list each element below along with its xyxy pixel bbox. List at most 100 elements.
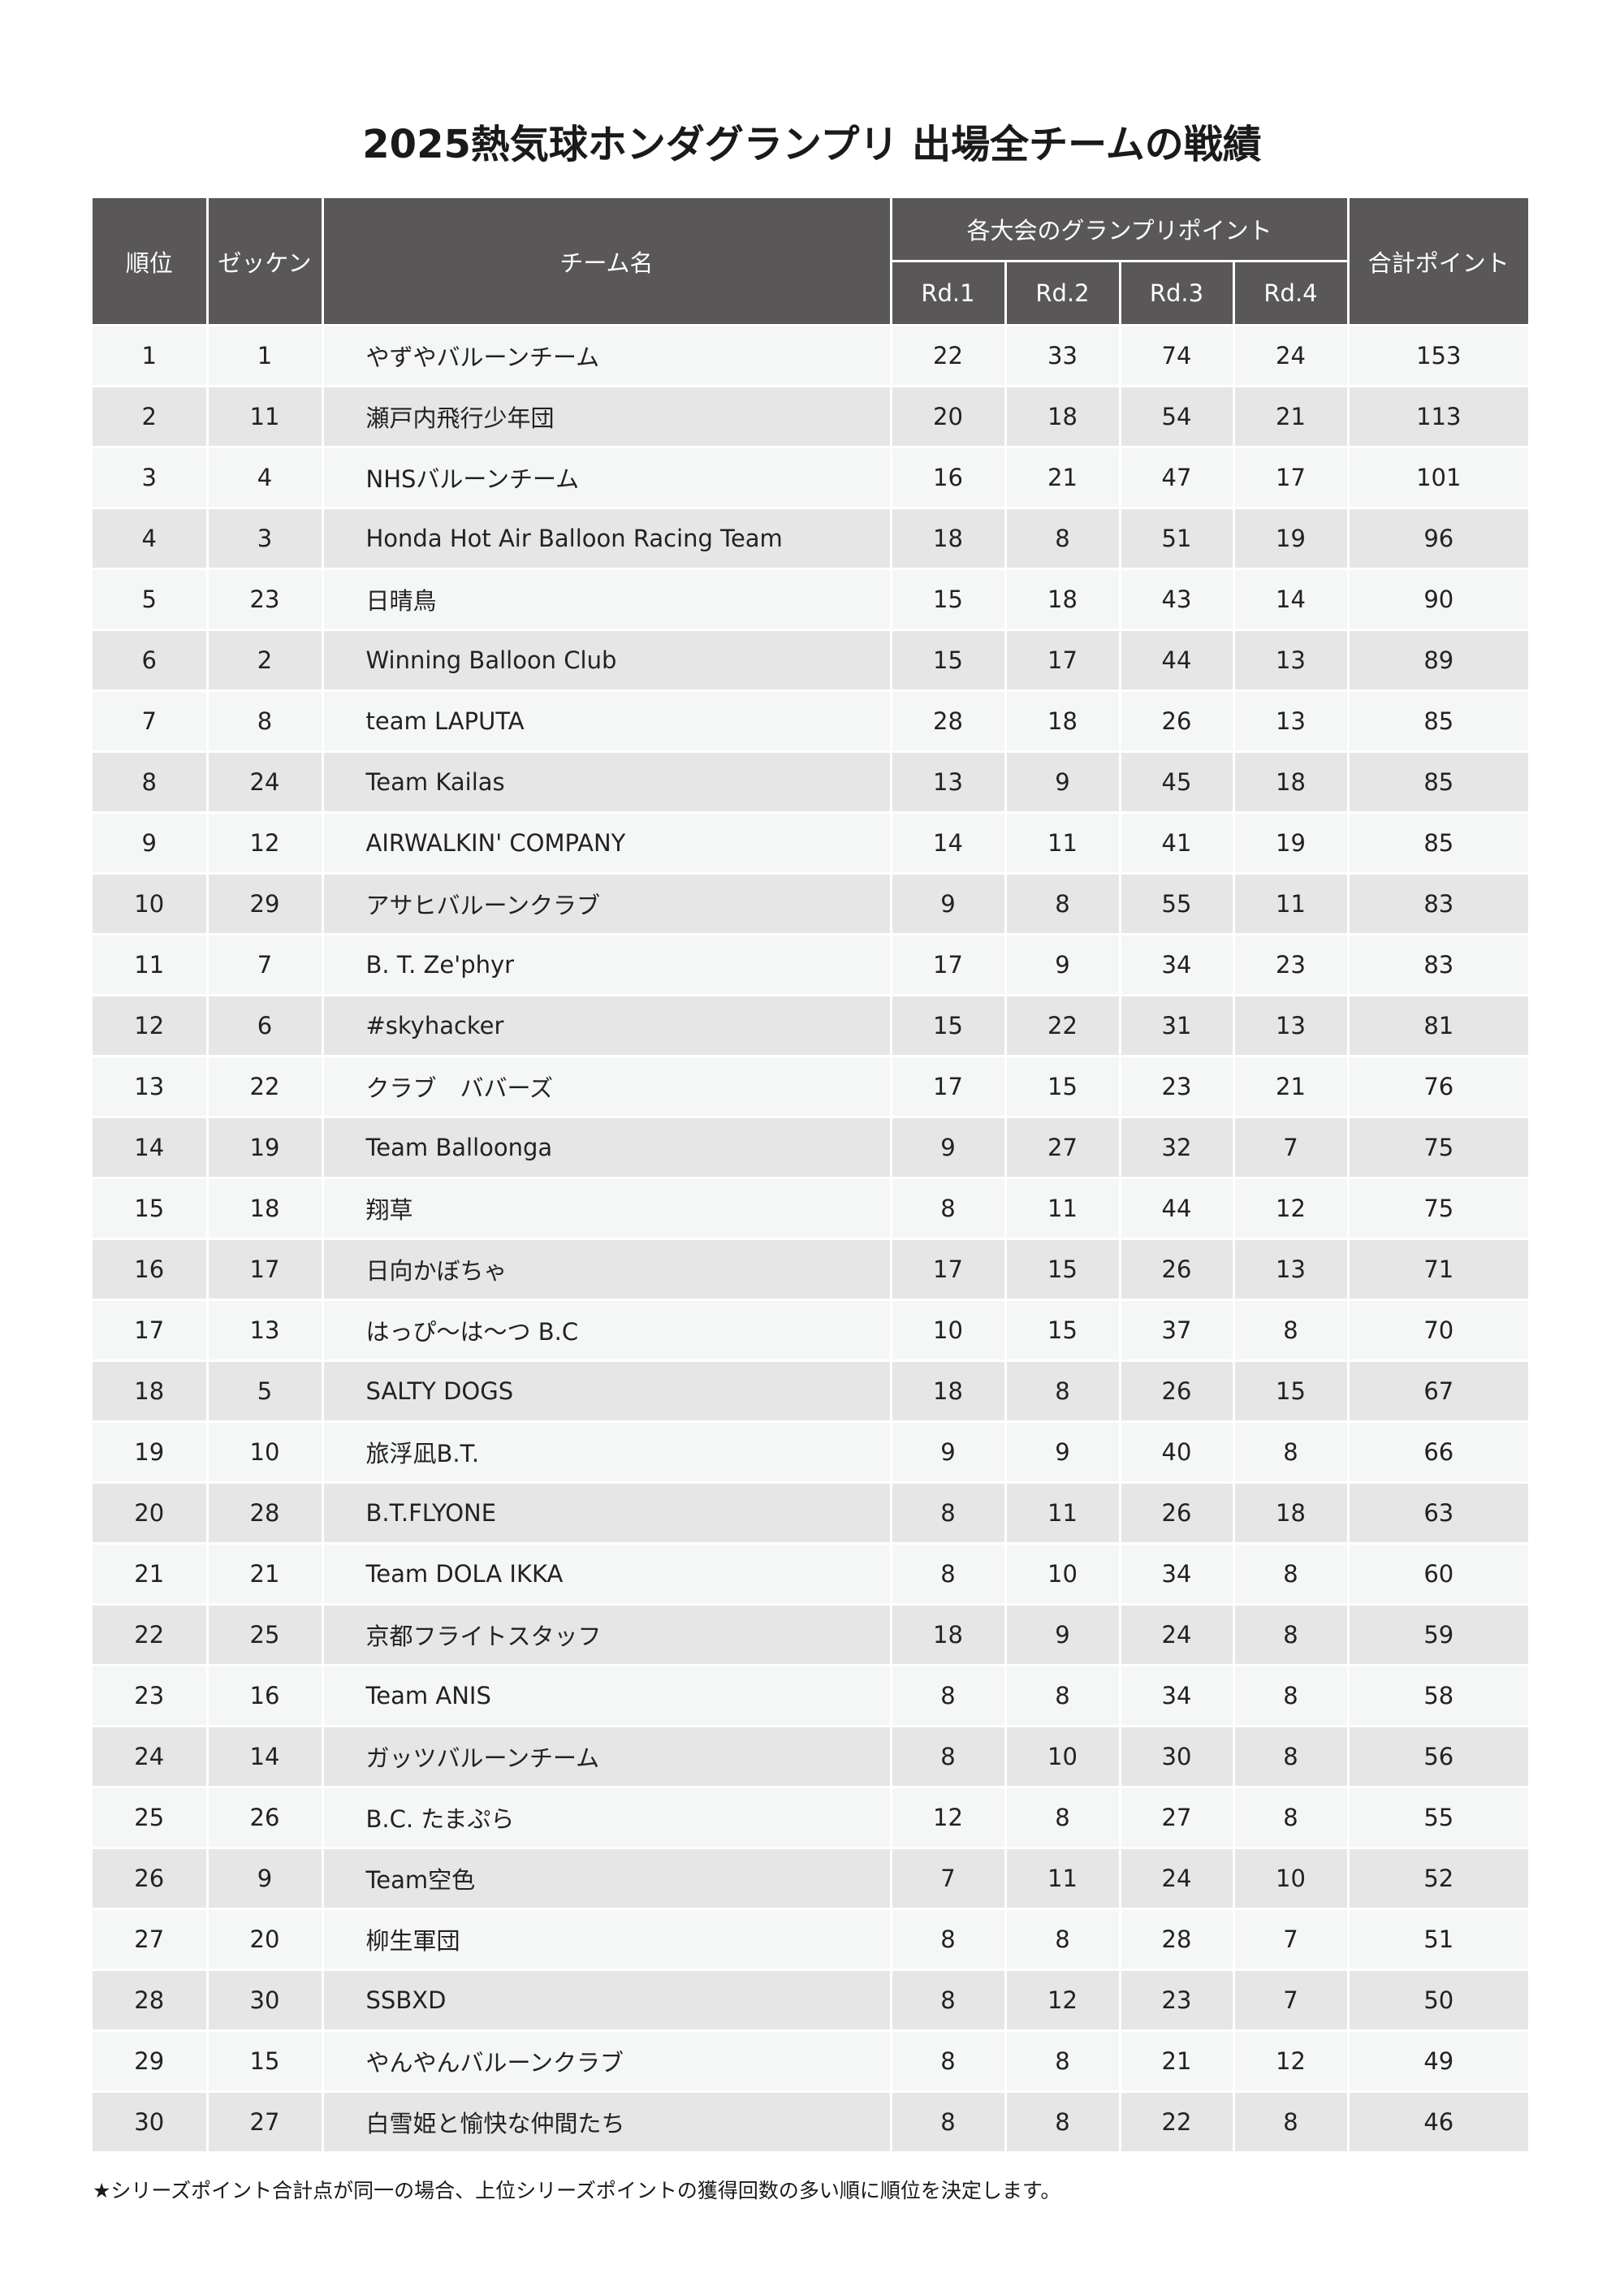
total-cell: 46: [1346, 2091, 1529, 2154]
bib-cell: 22: [205, 1056, 324, 1118]
rd1-cell: 13: [889, 751, 1007, 814]
rd2-cell: 18: [1004, 568, 1121, 631]
table-row: 2 11 瀬戸内飛行少年団 20 18 54 21 113: [93, 386, 1529, 448]
team-name-cell: 旅浮凪B.T.: [321, 1421, 892, 1484]
rd3-cell: 32: [1118, 1117, 1235, 1179]
rd4-cell: 7: [1232, 1908, 1350, 1971]
team-name-cell: ガッツバルーンチーム: [321, 1726, 892, 1788]
table-row: 16 17 日向かぼちゃ 17 15 26 13 71: [93, 1238, 1529, 1301]
rd4-cell: 8: [1232, 1726, 1350, 1788]
total-cell: 76: [1346, 1056, 1529, 1118]
rank-cell: 23: [93, 1665, 209, 1727]
total-cell: 51: [1346, 1908, 1529, 1971]
rd3-cell: 55: [1118, 873, 1235, 936]
table-row: 11 7 B. T. Ze'phyr 17 9 34 23 83: [93, 934, 1529, 996]
rd1-cell: 15: [889, 629, 1007, 692]
total-cell: 83: [1346, 934, 1529, 996]
rd2-cell: 11: [1004, 812, 1121, 875]
rd2-cell: 8: [1004, 508, 1121, 570]
rank-cell: 7: [93, 690, 209, 753]
rd1-cell: 15: [889, 568, 1007, 631]
rd1-cell: 8: [889, 2030, 1007, 2093]
total-cell: 83: [1346, 873, 1529, 936]
rd4-cell: 12: [1232, 2030, 1350, 2093]
team-name-cell: アサヒバルーンクラブ: [321, 873, 892, 936]
total-cell: 113: [1346, 386, 1529, 448]
rd3-cell: 22: [1118, 2091, 1235, 2154]
rd4-cell: 7: [1232, 1117, 1350, 1179]
rd4-cell: 8: [1232, 1543, 1350, 1606]
rd3-cell: 24: [1118, 1604, 1235, 1666]
rd2-cell: 9: [1004, 1604, 1121, 1666]
bib-cell: 19: [205, 1117, 324, 1179]
total-cell: 101: [1346, 447, 1529, 509]
table-row: 26 9 Team空色 7 11 24 10 52: [93, 1848, 1529, 1910]
table-row: 13 22 クラブ ババーズ 17 15 23 21 76: [93, 1056, 1529, 1118]
rd1-cell: 18: [889, 508, 1007, 570]
rd1-cell: 17: [889, 934, 1007, 996]
table-row: 20 28 B.T.FLYONE 8 11 26 18 63: [93, 1482, 1529, 1545]
rd3-cell: 26: [1118, 1238, 1235, 1301]
team-name-cell: Team Balloonga: [321, 1117, 892, 1179]
rd4-cell: 21: [1232, 1056, 1350, 1118]
team-name-cell: Team Kailas: [321, 751, 892, 814]
rank-cell: 1: [93, 325, 209, 387]
bib-cell: 7: [205, 934, 324, 996]
table-row: 8 24 Team Kailas 13 9 45 18 85: [93, 751, 1529, 814]
rank-cell: 15: [93, 1178, 209, 1240]
table-row: 12 6 #skyhacker 15 22 31 13 81: [93, 995, 1529, 1057]
rank-cell: 30: [93, 2091, 209, 2154]
total-cell: 90: [1346, 568, 1529, 631]
table-row: 1 1 やずやバルーンチーム 22 33 74 24 153: [93, 325, 1529, 387]
total-cell: 85: [1346, 812, 1529, 875]
rd2-cell: 9: [1004, 934, 1121, 996]
rd3-cell: 54: [1118, 386, 1235, 448]
total-cell: 66: [1346, 1421, 1529, 1484]
total-cell: 75: [1346, 1178, 1529, 1240]
bib-cell: 6: [205, 995, 324, 1057]
rd1-cell: 8: [889, 1665, 1007, 1727]
bib-cell: 10: [205, 1421, 324, 1484]
rd4-cell: 13: [1232, 1238, 1350, 1301]
team-name-cell: #skyhacker: [321, 995, 892, 1057]
total-cell: 56: [1346, 1726, 1529, 1788]
header-rank: 順位: [93, 198, 209, 326]
rd1-cell: 8: [889, 1969, 1007, 2032]
rd1-cell: 18: [889, 1360, 1007, 1423]
rd3-cell: 34: [1118, 934, 1235, 996]
bib-cell: 25: [205, 1604, 324, 1666]
rank-cell: 14: [93, 1117, 209, 1179]
rank-cell: 20: [93, 1482, 209, 1545]
rd2-cell: 8: [1004, 2091, 1121, 2154]
table-row: 17 13 はっぴ〜は〜つ B.C 10 15 37 8 70: [93, 1299, 1529, 1362]
rd2-cell: 17: [1004, 629, 1121, 692]
rank-cell: 13: [93, 1056, 209, 1118]
rd2-cell: 18: [1004, 690, 1121, 753]
rd3-cell: 26: [1118, 690, 1235, 753]
rd4-cell: 14: [1232, 568, 1350, 631]
rd4-cell: 18: [1232, 1482, 1350, 1545]
rd1-cell: 17: [889, 1238, 1007, 1301]
rd4-cell: 7: [1232, 1969, 1350, 2032]
team-name-cell: AIRWALKIN' COMPANY: [321, 812, 892, 875]
table-row: 25 26 B.C. たまぷら 12 8 27 8 55: [93, 1787, 1529, 1849]
rd4-cell: 12: [1232, 1178, 1350, 1240]
rd1-cell: 8: [889, 1482, 1007, 1545]
rd3-cell: 47: [1118, 447, 1235, 509]
bib-cell: 12: [205, 812, 324, 875]
header-team: チーム名: [321, 198, 892, 326]
rank-cell: 26: [93, 1848, 209, 1910]
rd4-cell: 8: [1232, 1604, 1350, 1666]
rd1-cell: 10: [889, 1299, 1007, 1362]
total-cell: 58: [1346, 1665, 1529, 1727]
bib-cell: 11: [205, 386, 324, 448]
rd3-cell: 24: [1118, 1848, 1235, 1910]
team-name-cell: NHSバルーンチーム: [321, 447, 892, 509]
bib-cell: 8: [205, 690, 324, 753]
table-row: 14 19 Team Balloonga 9 27 32 7 75: [93, 1117, 1529, 1179]
bib-cell: 26: [205, 1787, 324, 1849]
bib-cell: 3: [205, 508, 324, 570]
total-cell: 85: [1346, 751, 1529, 814]
bib-cell: 1: [205, 325, 324, 387]
rd3-cell: 26: [1118, 1482, 1235, 1545]
